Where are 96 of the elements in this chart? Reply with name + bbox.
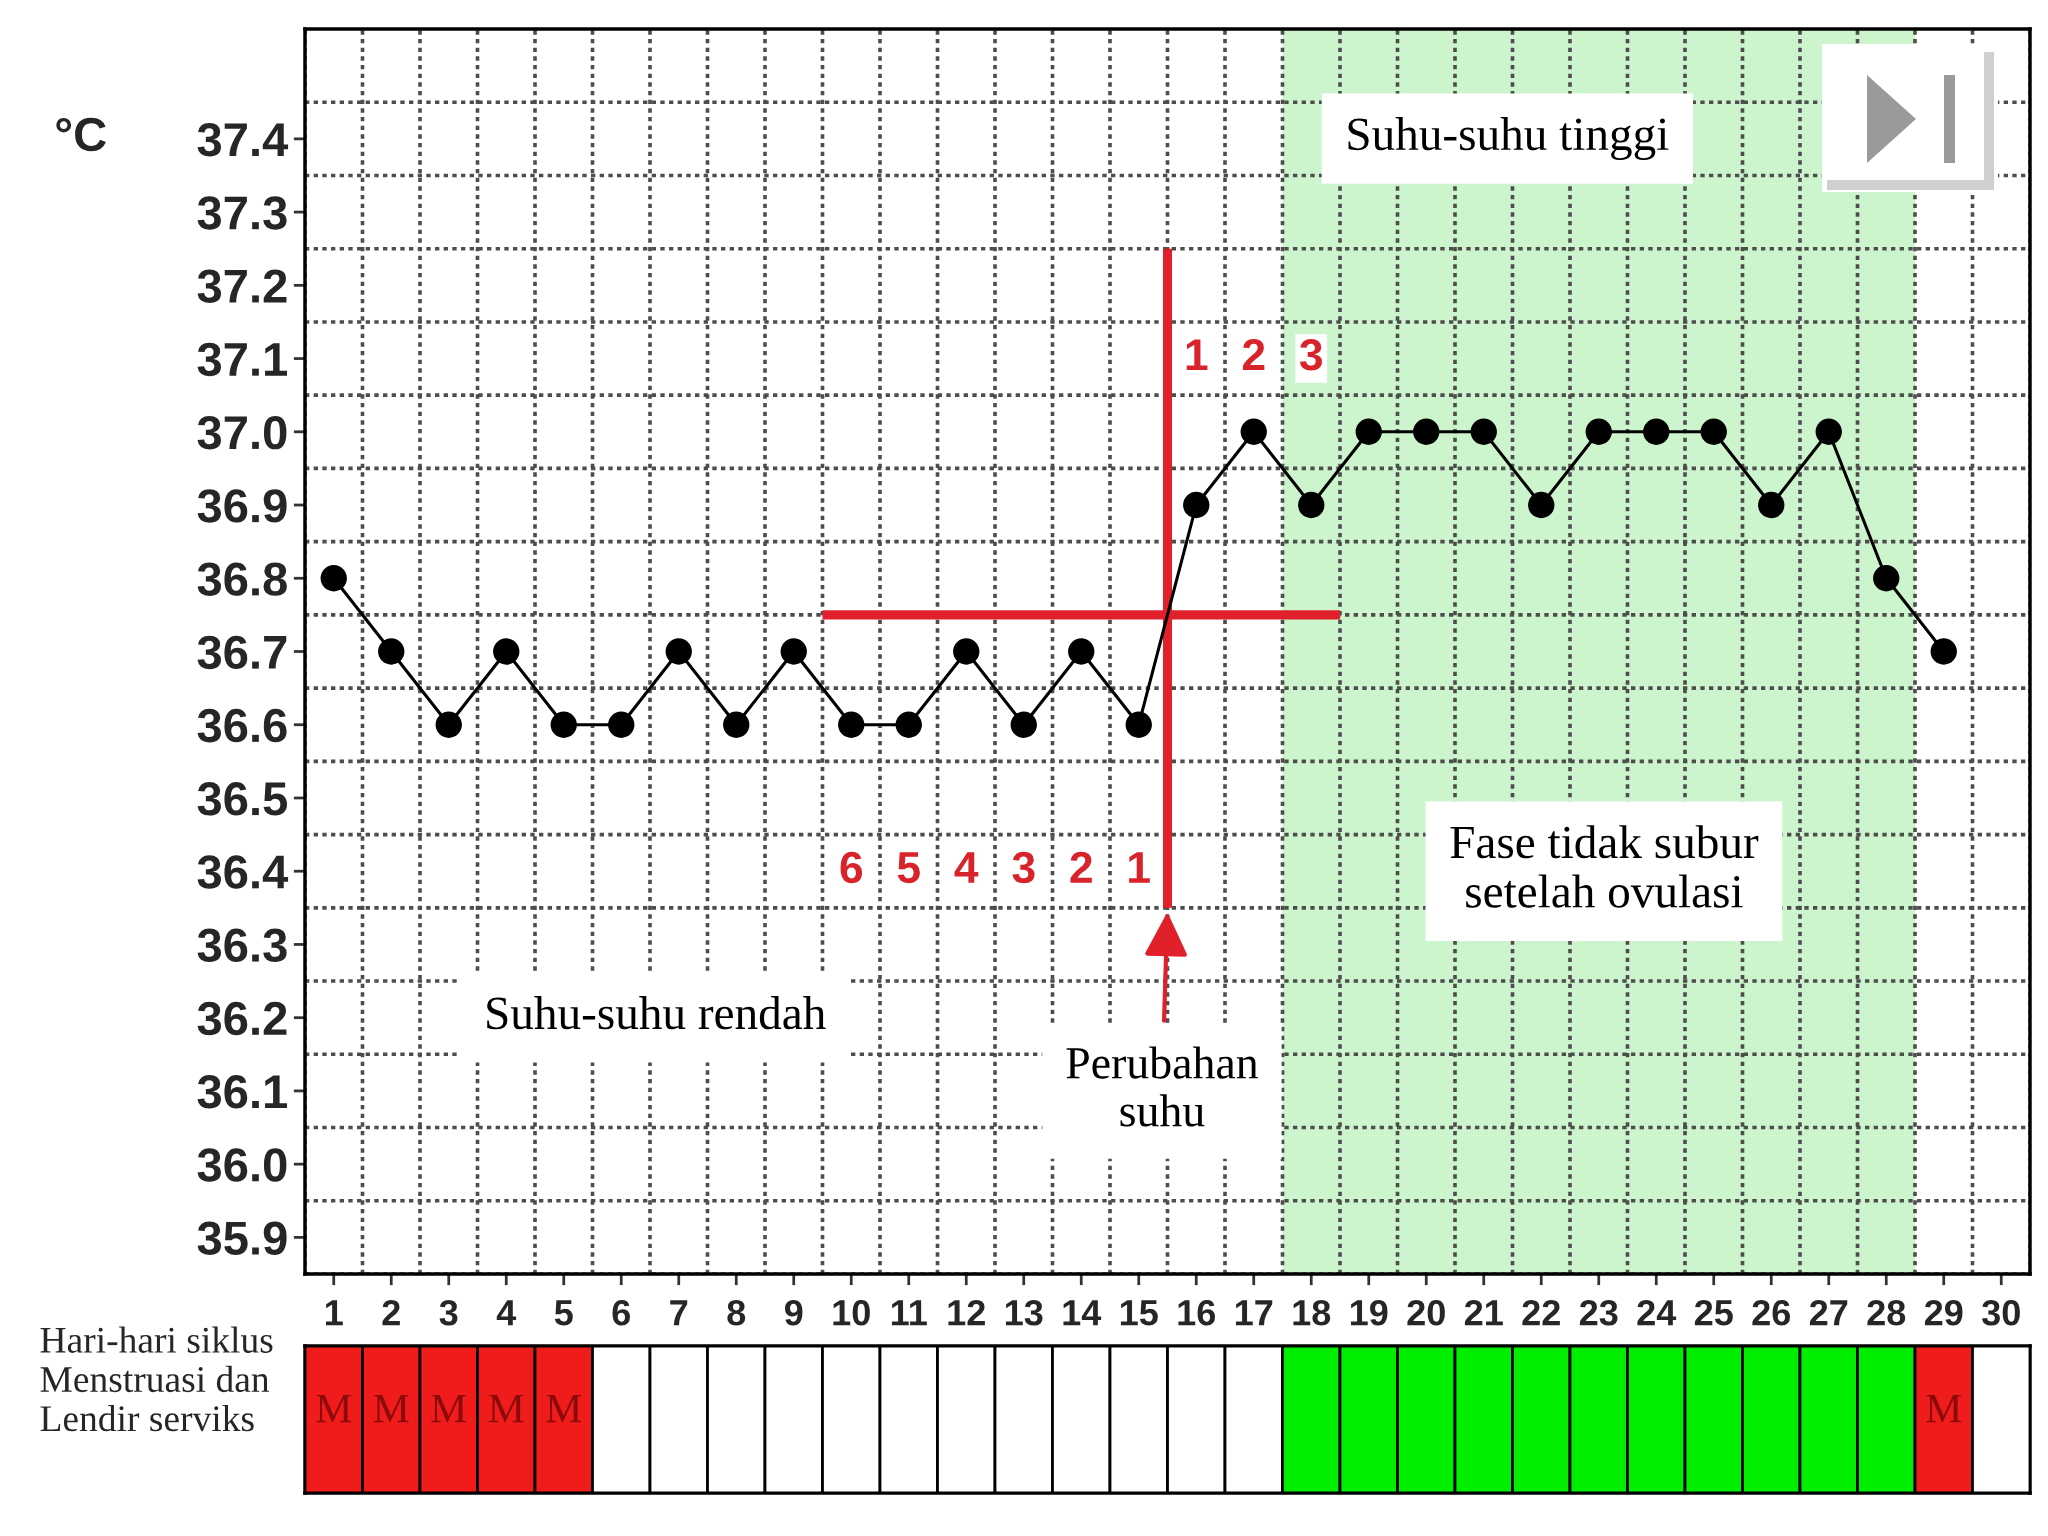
annotation: 1 — [1129, 852, 1150, 883]
annotation: 6 — [840, 851, 863, 884]
y-tick-label: 36.0 — [197, 1148, 287, 1182]
y-axis-title: Hari-hari siklus Menstruasi dan Lendir serviks — [40, 1326, 273, 1432]
point — [895, 711, 922, 738]
annotation: 1 — [1186, 339, 1208, 371]
x-tick-label: 29 — [1924, 1299, 1963, 1326]
y-tick-label: 36.3 — [197, 928, 287, 963]
point — [1125, 711, 1152, 738]
point — [665, 638, 692, 665]
y-tick-label: 37.4 — [197, 122, 289, 157]
annotation: M — [1926, 1394, 1962, 1423]
point — [493, 638, 520, 665]
point — [1010, 711, 1037, 738]
point — [723, 711, 750, 738]
point — [1930, 638, 1957, 665]
x-tick-label: 11 — [891, 1300, 927, 1326]
point — [1183, 491, 1210, 519]
annotation: 5 — [897, 852, 920, 884]
annotation: Suhu-suhu tinggi — [1348, 117, 1669, 161]
y-tick-label: 36.4 — [197, 855, 289, 889]
x-tick-label: 23 — [1579, 1299, 1618, 1326]
point — [953, 638, 980, 665]
point — [838, 711, 865, 738]
point — [1643, 418, 1670, 445]
point — [1355, 418, 1382, 445]
point — [608, 711, 635, 738]
annotation: M — [431, 1394, 466, 1423]
annotation: Fase tidak subur setelah ovulasi — [1450, 825, 1759, 908]
annotation: M — [488, 1394, 524, 1423]
x-tick-label: 12 — [948, 1299, 985, 1326]
point — [1413, 418, 1440, 445]
x-tick-label: 26 — [1752, 1299, 1791, 1326]
x-tick-label: 8 — [727, 1299, 746, 1326]
x-tick-label: 5 — [554, 1300, 573, 1326]
x-tick-label: 13 — [1005, 1299, 1043, 1326]
annotation: 3 — [1299, 339, 1322, 371]
x-tick-label: 14 — [1063, 1300, 1102, 1326]
x-tick-label: 1 — [325, 1300, 343, 1326]
point — [1298, 491, 1325, 519]
y-tick-label: 36.2 — [197, 1001, 287, 1036]
x-tick-label: 15 — [1120, 1300, 1158, 1326]
point — [550, 711, 577, 738]
point — [1585, 418, 1612, 445]
annotation: M — [546, 1394, 582, 1423]
annotation: M — [316, 1394, 352, 1423]
x-tick-label: 6 — [612, 1299, 630, 1326]
x-tick-label: 10 — [833, 1299, 870, 1326]
x-tick-label: 2 — [382, 1299, 400, 1326]
y-tick-label: 36.5 — [197, 782, 288, 816]
y-tick-label: 37.3 — [197, 196, 287, 230]
annotation: M — [373, 1394, 409, 1423]
x-tick-label: 19 — [1350, 1299, 1388, 1326]
x-tick-label: 3 — [439, 1299, 458, 1326]
point — [320, 565, 347, 592]
point — [435, 711, 462, 738]
annotation: 2 — [1070, 851, 1092, 883]
point — [1528, 491, 1555, 519]
y-tick-label: 36.1 — [197, 1075, 288, 1109]
point — [780, 638, 807, 665]
annotation: 3 — [1012, 851, 1035, 884]
x-tick-label: 25 — [1694, 1299, 1733, 1326]
x-tick-label: 22 — [1522, 1299, 1560, 1326]
point — [1068, 638, 1095, 665]
x-tick-label: 9 — [784, 1299, 803, 1326]
y-tick-label: 37.1 — [197, 342, 288, 377]
point — [1815, 418, 1842, 445]
x-tick-label: 24 — [1637, 1299, 1677, 1326]
x-tick-label: 17 — [1235, 1300, 1273, 1326]
point — [378, 638, 405, 665]
y-tick-label: 37.0 — [197, 415, 287, 450]
annotation: 4 — [954, 852, 979, 883]
point — [1240, 418, 1267, 445]
x-tick-label: 28 — [1867, 1299, 1906, 1326]
x-tick-label: 7 — [670, 1300, 688, 1326]
x-tick-label: 20 — [1407, 1299, 1445, 1326]
point — [1470, 418, 1497, 445]
y-axis-title: °C — [56, 117, 106, 152]
x-tick-label: 30 — [1982, 1299, 2020, 1326]
y-tick-label: 36.8 — [197, 562, 287, 596]
point — [1700, 418, 1727, 445]
annotation: Perubahan suhu — [1066, 1046, 1258, 1127]
x-tick-label: 27 — [1809, 1299, 1848, 1326]
x-tick-label: 18 — [1293, 1299, 1331, 1326]
point — [1873, 565, 1900, 592]
y-tick-label: 35.9 — [197, 1221, 287, 1256]
y-tick-label: 37.2 — [197, 269, 287, 303]
annotation: Suhu-suhu rendah — [487, 996, 826, 1030]
x-tick-label: 4 — [496, 1300, 517, 1326]
point — [1758, 491, 1785, 519]
x-tick-label: 16 — [1178, 1299, 1216, 1326]
y-tick-label: 36.7 — [197, 635, 287, 670]
annotation: 2 — [1242, 339, 1265, 371]
x-tick-label: 21 — [1464, 1299, 1503, 1326]
y-tick-label: 36.6 — [197, 708, 287, 743]
y-tick-label: 36.9 — [197, 489, 287, 523]
